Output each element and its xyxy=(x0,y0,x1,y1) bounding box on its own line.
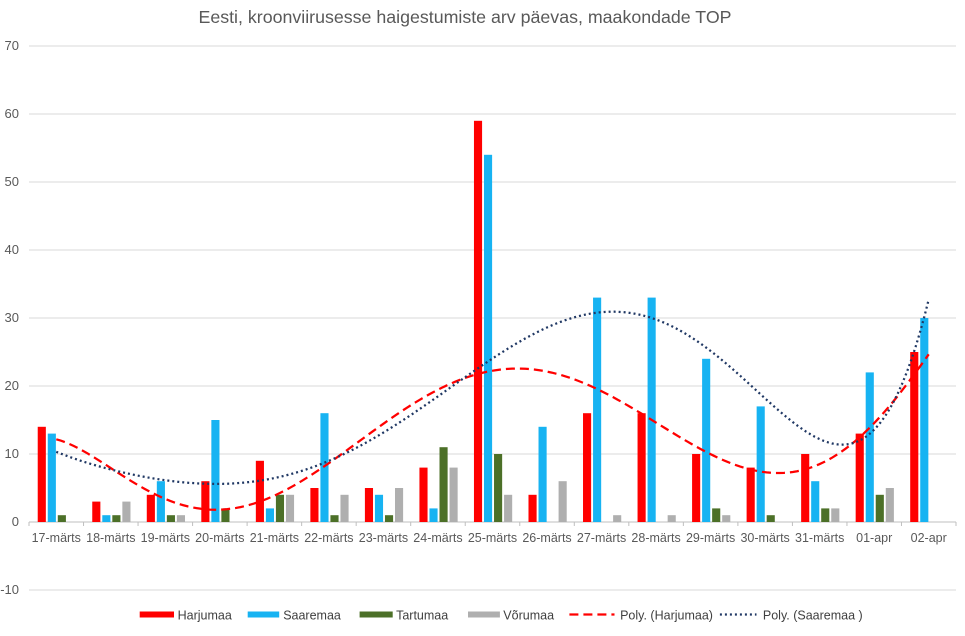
svg-text:70: 70 xyxy=(5,38,19,53)
svg-text:19-märts: 19-märts xyxy=(141,531,190,545)
svg-text:27-märts: 27-märts xyxy=(577,531,626,545)
svg-text:30: 30 xyxy=(5,310,19,325)
svg-text:-10: -10 xyxy=(0,582,19,597)
svg-text:Saaremaa: Saaremaa xyxy=(283,609,341,623)
svg-text:01-apr: 01-apr xyxy=(856,531,892,545)
svg-text:40: 40 xyxy=(5,242,19,257)
svg-text:29-märts: 29-märts xyxy=(686,531,735,545)
svg-text:20: 20 xyxy=(5,378,19,393)
svg-text:Võrumaa: Võrumaa xyxy=(503,609,554,623)
svg-text:23-märts: 23-märts xyxy=(359,531,408,545)
svg-text:21-märts: 21-märts xyxy=(250,531,299,545)
svg-text:60: 60 xyxy=(5,106,19,121)
svg-text:17-märts: 17-märts xyxy=(32,531,81,545)
svg-text:10: 10 xyxy=(5,446,19,461)
svg-text:22-märts: 22-märts xyxy=(304,531,353,545)
svg-text:50: 50 xyxy=(5,174,19,189)
svg-text:28-märts: 28-märts xyxy=(631,531,680,545)
svg-text:0: 0 xyxy=(12,514,19,529)
svg-text:18-märts: 18-märts xyxy=(86,531,135,545)
svg-text:Poly. (Saaremaa ): Poly. (Saaremaa ) xyxy=(763,609,863,623)
svg-text:02-apr: 02-apr xyxy=(911,531,947,545)
svg-text:26-märts: 26-märts xyxy=(522,531,571,545)
svg-text:Tartumaa: Tartumaa xyxy=(396,609,448,623)
svg-text:30-märts: 30-märts xyxy=(740,531,789,545)
svg-text:24-märts: 24-märts xyxy=(413,531,462,545)
svg-text:Harjumaa: Harjumaa xyxy=(178,609,232,623)
svg-text:20-märts: 20-märts xyxy=(195,531,244,545)
svg-text:Eesti, kroonviirusesse haigest: Eesti, kroonviirusesse haigestumiste arv… xyxy=(198,7,731,27)
svg-text:25-märts: 25-märts xyxy=(468,531,517,545)
svg-text:Poly. (Harjumaa): Poly. (Harjumaa) xyxy=(620,609,713,623)
svg-text:31-märts: 31-märts xyxy=(795,531,844,545)
